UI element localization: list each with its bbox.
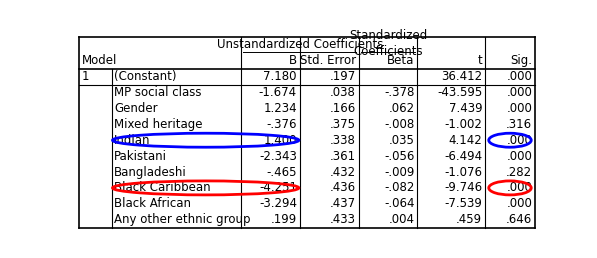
Text: 4.142: 4.142	[448, 134, 482, 147]
Text: Black Caribbean: Black Caribbean	[114, 181, 211, 194]
Text: .361: .361	[330, 150, 356, 163]
Text: B: B	[289, 54, 297, 67]
Text: MP social class: MP social class	[114, 86, 201, 99]
Text: .338: .338	[330, 134, 356, 147]
Text: .000: .000	[506, 150, 532, 163]
Text: .000: .000	[506, 102, 532, 115]
Text: 1.234: 1.234	[263, 102, 297, 115]
Text: Pakistani: Pakistani	[114, 150, 167, 163]
Text: .062: .062	[389, 102, 414, 115]
Text: .375: .375	[330, 118, 356, 131]
Text: (Constant): (Constant)	[114, 70, 176, 83]
Text: t: t	[478, 54, 482, 67]
Text: -.465: -.465	[266, 166, 297, 179]
Text: -7.539: -7.539	[444, 197, 482, 210]
Text: -4.251: -4.251	[259, 181, 297, 194]
Text: -.378: -.378	[384, 86, 414, 99]
Text: .000: .000	[506, 70, 532, 83]
Text: -.082: -.082	[384, 181, 414, 194]
Text: .000: .000	[506, 181, 532, 194]
Text: .004: .004	[389, 213, 414, 226]
Text: .000: .000	[506, 86, 532, 99]
Text: .038: .038	[330, 86, 356, 99]
Text: Bangladeshi: Bangladeshi	[114, 166, 187, 179]
Text: .433: .433	[330, 213, 356, 226]
Text: .437: .437	[330, 197, 356, 210]
Text: -.009: -.009	[384, 166, 414, 179]
Text: .199: .199	[271, 213, 297, 226]
Text: .000: .000	[506, 197, 532, 210]
Text: Gender: Gender	[114, 102, 158, 115]
Text: -.056: -.056	[384, 150, 414, 163]
Text: 7.180: 7.180	[263, 70, 297, 83]
Text: .316: .316	[506, 118, 532, 131]
Text: Any other ethnic group: Any other ethnic group	[114, 213, 250, 226]
Text: -.064: -.064	[384, 197, 414, 210]
Text: .436: .436	[330, 181, 356, 194]
Text: Indian: Indian	[114, 134, 150, 147]
Text: 1: 1	[82, 70, 89, 83]
Text: -1.674: -1.674	[259, 86, 297, 99]
Text: -9.746: -9.746	[444, 181, 482, 194]
Text: Standardized
Coefficients: Standardized Coefficients	[349, 29, 427, 58]
Text: .282: .282	[506, 166, 532, 179]
Text: Black African: Black African	[114, 197, 191, 210]
Text: Model: Model	[82, 54, 117, 67]
Text: -3.294: -3.294	[259, 197, 297, 210]
Text: 7.439: 7.439	[448, 102, 482, 115]
Text: .035: .035	[389, 134, 414, 147]
Text: .166: .166	[330, 102, 356, 115]
Text: .432: .432	[330, 166, 356, 179]
Text: .646: .646	[506, 213, 532, 226]
Text: Unstandardized Coefficients: Unstandardized Coefficients	[217, 38, 383, 51]
Text: Beta: Beta	[387, 54, 414, 67]
Text: Std. Error: Std. Error	[300, 54, 356, 67]
Text: -1.076: -1.076	[444, 166, 482, 179]
Text: .459: .459	[456, 213, 482, 226]
Text: -43.595: -43.595	[437, 86, 482, 99]
Text: 36.412: 36.412	[441, 70, 482, 83]
Text: -.376: -.376	[266, 118, 297, 131]
Text: .197: .197	[330, 70, 356, 83]
Text: -1.002: -1.002	[444, 118, 482, 131]
Text: 1.400: 1.400	[263, 134, 297, 147]
Text: Mixed heritage: Mixed heritage	[114, 118, 202, 131]
Text: -6.494: -6.494	[444, 150, 482, 163]
Text: -2.343: -2.343	[259, 150, 297, 163]
Text: .000: .000	[506, 134, 532, 147]
Text: -.008: -.008	[384, 118, 414, 131]
Text: Sig.: Sig.	[510, 54, 532, 67]
